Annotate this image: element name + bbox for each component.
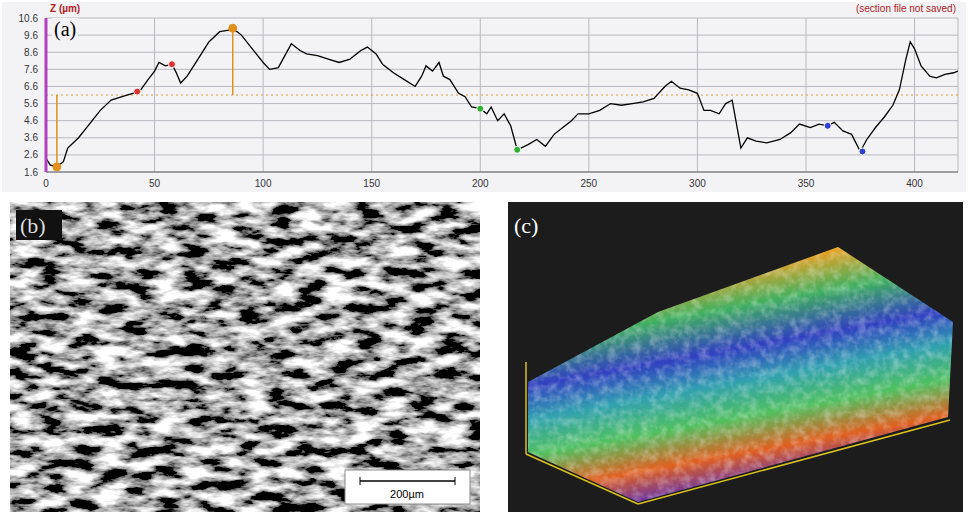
svg-text:400: 400 [906,178,923,189]
svg-text:250: 250 [581,178,598,189]
svg-text:300: 300 [689,178,706,189]
svg-text:100: 100 [255,178,272,189]
svg-text:4.6: 4.6 [24,115,38,126]
svg-text:6.6: 6.6 [24,81,38,92]
svg-text:7.6: 7.6 [24,64,38,75]
svg-text:200µm: 200µm [390,488,424,500]
svg-text:5.6: 5.6 [24,98,38,109]
svg-text:1.6: 1.6 [24,167,38,178]
svg-text:10.6: 10.6 [19,13,39,24]
svg-text:(c): (c) [514,213,538,238]
svg-text:2.6: 2.6 [24,149,38,160]
svg-text:150: 150 [363,178,380,189]
html-text:(section file not saved): (section file not saved) [855,3,956,14]
svg-text:8.6: 8.6 [24,47,38,58]
svg-text:200: 200 [472,178,489,189]
svg-text:9.6: 9.6 [24,30,38,41]
html-text:Z (µm): Z (µm) [50,3,81,14]
svg-text:3.6: 3.6 [24,132,38,143]
svg-text:(b): (b) [20,213,46,238]
svg-text:50: 50 [149,178,161,189]
html-text:(a): (a) [54,18,77,40]
svg-text:350: 350 [798,178,815,189]
svg-text:0: 0 [43,178,49,189]
